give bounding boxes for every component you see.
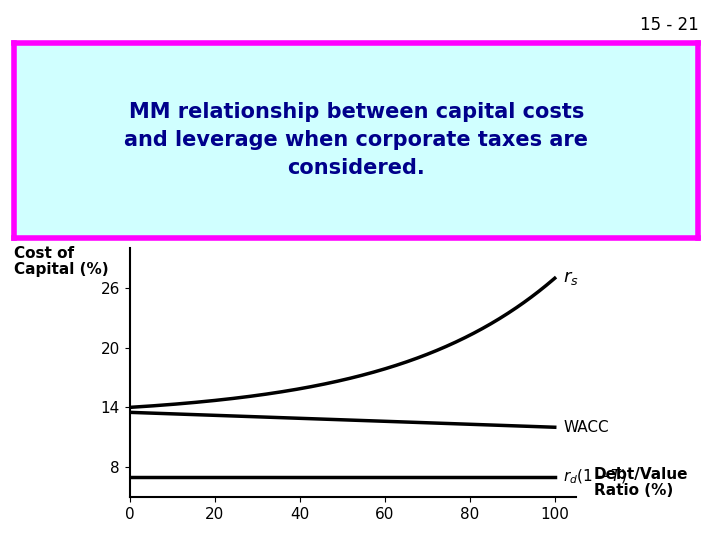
Text: Capital (%): Capital (%) [14,262,109,277]
Text: WACC: WACC [563,420,609,435]
Text: $r_d(1 - T)$: $r_d(1 - T)$ [563,468,627,486]
Text: Debt/Value: Debt/Value [594,467,688,482]
Text: MM relationship between capital costs
and leverage when corporate taxes are
cons: MM relationship between capital costs an… [125,103,588,178]
Text: Ratio (%): Ratio (%) [594,483,673,498]
Text: 15 - 21: 15 - 21 [639,16,698,34]
Text: $r_s$: $r_s$ [563,269,579,287]
Text: Cost of: Cost of [14,246,75,261]
